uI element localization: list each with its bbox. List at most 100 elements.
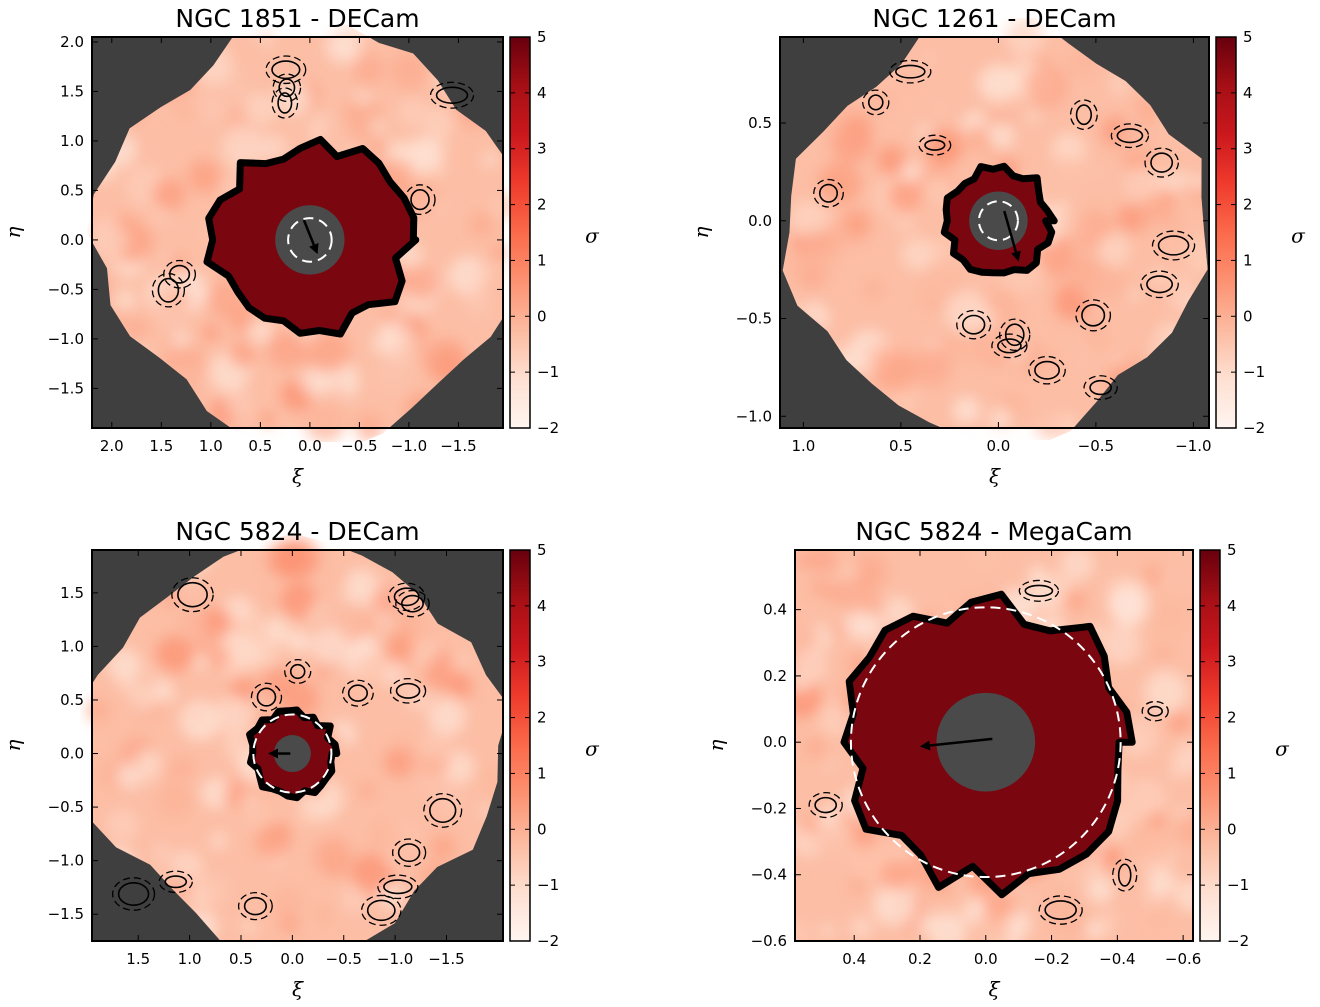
x-tick-label: 1.5	[149, 437, 173, 455]
y-tick-label: −1.5	[48, 905, 84, 923]
colorbar-tick: 5	[510, 541, 547, 559]
colorbar-tick-label: 0	[1243, 307, 1253, 325]
motion-arrow-head	[919, 740, 931, 751]
contours	[808, 579, 1169, 925]
masked-centre	[936, 692, 1036, 792]
y-tick-label: −1.5	[48, 379, 84, 397]
contours	[813, 59, 1196, 401]
colorbar-tick: 4	[1200, 597, 1237, 615]
colorbar-tick-label: 3	[1243, 140, 1253, 158]
y-tick: −0.4	[751, 866, 1193, 884]
x-tick: −0.2	[1033, 550, 1070, 968]
x-tick-label: 0.2	[908, 950, 932, 968]
x-tick: −0.6	[1165, 550, 1201, 968]
y-tick-label: −0.6	[751, 932, 787, 950]
y-tick: 2.0	[60, 33, 503, 51]
colorbar-tick-label: −2	[537, 419, 559, 437]
y-tick-label: −1.0	[48, 852, 84, 870]
colorbar-tick-label: 4	[537, 84, 547, 102]
y-tick: 1.0	[60, 132, 503, 150]
colorbar-tick-label: 2	[537, 709, 547, 727]
colorbar-tick: 1	[1216, 251, 1253, 269]
colorbar-tick-label: 1	[537, 764, 547, 782]
x-tick: 1.0	[199, 37, 223, 455]
colorbar-tick: 3	[510, 653, 547, 671]
x-tick-label: 1.0	[791, 437, 815, 455]
x-tick-label: 1.0	[178, 950, 202, 968]
x-tick-label: −0.5	[326, 950, 362, 968]
motion-arrow	[929, 737, 993, 747]
contours	[111, 577, 463, 926]
panel-title: NGC 1261 - DECam	[872, 4, 1116, 33]
panel-2: 1.0 0.5 0.0 −0.5 −1.0 −1.0 −0.5 0.0 0.5 NGC 1261 …	[689, 4, 1306, 488]
dashed-circle	[287, 217, 333, 263]
y-tick-label: −0.2	[751, 799, 787, 817]
x-tick: 0.5	[248, 37, 272, 455]
motion-arrow	[302, 219, 316, 246]
y-tick: −1.0	[48, 852, 503, 870]
colorbar-tick-label: −2	[537, 932, 559, 950]
y-tick: 0.2	[763, 667, 1193, 685]
y-tick-label: 0.5	[60, 181, 84, 199]
panel-4: 0.4 0.2 0.0 −0.2 −0.4 −0.6 −0.6 −0.4 −0.2 0.0 0.2 0…	[704, 517, 1290, 1001]
y-tick: −0.2	[751, 799, 1193, 817]
y-tick: 1.0	[60, 637, 503, 655]
x-tick-label: 0.0	[280, 950, 304, 968]
y-tick-label: −0.4	[751, 866, 787, 884]
x-axis-label: ξ	[989, 464, 1001, 488]
colorbar-tick: 0	[510, 820, 547, 838]
x-tick-label: −0.5	[341, 437, 377, 455]
colorbar-tick: 1	[510, 764, 547, 782]
y-tick-label: −0.5	[48, 280, 84, 298]
colorbar-tick: 3	[1216, 140, 1253, 158]
y-tick: −0.5	[48, 280, 503, 298]
panel-title: NGC 5824 - MegaCam	[855, 517, 1132, 546]
y-tick: 0.0	[748, 212, 1209, 230]
colorbar-tick: −1	[1216, 363, 1265, 381]
x-tick-label: −1.0	[1175, 437, 1211, 455]
x-tick: −0.5	[341, 37, 378, 455]
panel-1: 2.0 1.5 1.0 0.5 0.0 −0.5 −1.0 −1.5 −1.5 −1.0 −0.5 0…	[1, 4, 600, 488]
colorbar-tick: 1	[510, 251, 547, 269]
colorbar-tick: 3	[1200, 653, 1237, 671]
colorbar-tick-label: 1	[1227, 764, 1237, 782]
dashed-circle	[849, 606, 1122, 879]
colorbar-label: σ	[1291, 224, 1306, 248]
colorbar-tick-label: −1	[537, 363, 559, 381]
colorbar: −2 −1 0 1 2 3 4 5 σ	[509, 541, 600, 950]
colorbar: −2 −1 0 1 2 3 4 5 σ	[1199, 541, 1290, 950]
masked-centre	[275, 205, 345, 275]
colorbar-tick: −2	[510, 419, 559, 437]
colorbar-tick-label: 4	[1243, 84, 1253, 102]
colorbar-tick-label: 1	[537, 251, 547, 269]
x-tick-label: −1.0	[391, 437, 427, 455]
x-tick: 1.0	[178, 550, 202, 968]
x-tick-label: 0.0	[974, 950, 998, 968]
x-tick: 0.5	[229, 550, 253, 968]
colorbar-tick: 5	[1200, 541, 1237, 559]
y-tick: 1.5	[60, 584, 503, 602]
colorbar-tick-label: 5	[537, 28, 547, 46]
colorbar-tick-label: 3	[1227, 653, 1237, 671]
x-tick-label: −1.5	[440, 437, 476, 455]
x-tick: −1.5	[428, 550, 465, 968]
y-tick-label: 0.0	[748, 212, 772, 230]
axes-frame	[91, 36, 504, 429]
motion-arrow-head	[267, 748, 278, 759]
dashed-circle	[252, 713, 333, 794]
colorbar-tick-label: 2	[537, 196, 547, 214]
x-axis-label: ξ	[292, 977, 304, 1001]
x-tick: 0.5	[889, 37, 913, 455]
panel-3: 1.5 1.0 0.5 0.0 −0.5 −1.0 −1.5 −1.5 −1.0 −0.5 0.0 0…	[1, 517, 600, 1001]
y-tick: 0.5	[60, 691, 503, 709]
motion-arrow-head	[1011, 250, 1021, 262]
colorbar: −2 −1 0 1 2 3 4 5 σ	[509, 28, 600, 437]
y-tick-label: 0.0	[60, 745, 84, 763]
colorbar-tick-label: 5	[537, 541, 547, 559]
y-tick-label: 0.4	[763, 601, 787, 619]
x-tick-label: −0.2	[1033, 950, 1069, 968]
colorbar-tick: 2	[510, 709, 547, 727]
y-tick: −1.5	[48, 379, 503, 397]
y-tick-label: 1.0	[60, 132, 84, 150]
x-tick-label: −0.6	[1165, 950, 1201, 968]
